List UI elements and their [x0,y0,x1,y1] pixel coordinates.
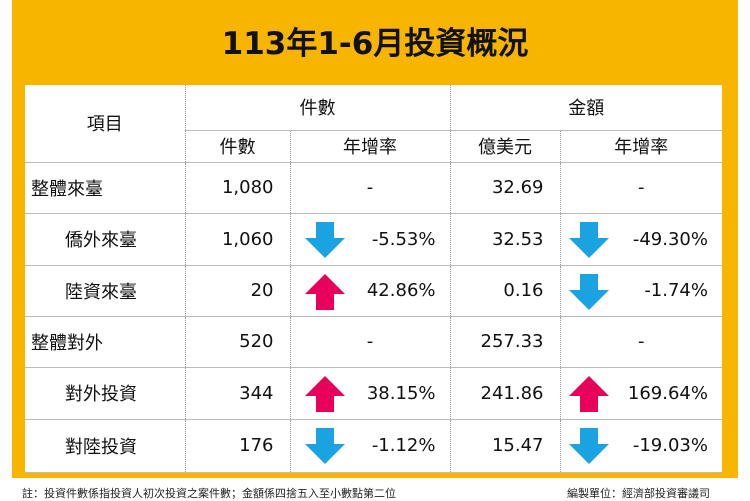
cell: 20 [185,265,291,317]
cell-text: 344 [239,382,274,404]
cell: -19.03% [560,419,722,473]
cell-text: 520 [239,331,274,352]
row: 整體來臺 1,080 - 32.69 - [25,162,722,214]
down-arrow [304,221,345,258]
cell: - [560,162,722,214]
cell: 1,060 [185,213,291,266]
up-arrow [568,375,609,412]
source: 編製單位：經濟部投資審議司 [567,487,710,500]
cell-text: 169.64% [627,382,708,404]
cell: 344 [185,367,291,420]
row-label: 整體來臺 [25,162,186,214]
cell: -49.30% [560,213,722,266]
table: 項目 件數 金額 件數 年增率 億美元 年增率 整體來臺 1,080 - 32.69 -… [25,85,722,473]
header-cell: 年增率 [290,130,451,163]
row: 整體對外 520 - 257.33 - [25,316,722,368]
cell-text: -19.03% [632,435,708,456]
row: 對陸投資 176 -1.12% 15.47 -19.03% [25,419,722,473]
footnote: 註：投資件數係指投資人初次投資之案件數；金額係四捨五入至小數點第二位 [22,487,396,500]
cell-text: 257.33 [480,331,544,352]
row-label: 整體對外 [25,316,186,368]
cell: 0.16 [450,265,561,317]
cell-text: - [638,177,645,198]
arrow-shape [304,375,345,412]
cell-text: 42.86% [366,280,436,301]
arrow-shape [568,221,609,258]
row: 對外投資 344 38.15% 241.86 169.64% [25,367,722,420]
cell-text: 15.47 [491,435,544,456]
cell-text: -49.30% [632,228,708,250]
arrow-shape [304,273,345,310]
cell: - [290,162,451,214]
cell: 257.33 [450,316,561,368]
cell: -1.12% [290,419,451,473]
cell-text: - [366,331,374,352]
up-arrow [304,273,345,310]
cell: 15.47 [450,419,561,473]
row-label: 陸資來臺 [25,265,186,317]
cell-text: 僑外來臺 [65,230,137,251]
arrow-shape [304,221,345,258]
down-arrow [568,427,609,464]
cell-text: 38.15% [366,382,436,404]
header-cell: 年增率 [560,130,722,163]
cell: 1,080 [185,162,291,214]
cell: 169.64% [560,367,722,420]
cell-text: - [638,331,645,352]
arrow-shape [568,273,609,310]
header-cell: 件數 [185,85,451,131]
row: 陸資來臺 20 42.86% 0.16 -1.74% [25,265,722,317]
cell-text: 32.69 [491,177,544,198]
header-cell: 億美元 [450,130,561,163]
cell: 38.15% [290,367,451,420]
row: 僑外來臺 1,060 -5.53% 32.53 -49.30% [25,213,722,266]
up-arrow [304,375,345,412]
arrow-shape [568,375,609,412]
title: 113年1-6月投資概況 [221,26,529,62]
cell: 241.86 [450,367,561,420]
cell: - [560,316,722,368]
header-cell: 件數 [185,130,291,163]
header-cell: 金額 [450,85,722,131]
arrow-shape [568,427,609,464]
cell: -5.53% [290,213,451,266]
cell-text: 陸資來臺 [65,281,137,303]
cell-text: - [366,177,374,198]
cell: - [290,316,451,368]
cell: 42.86% [290,265,451,317]
cell-text: 0.16 [503,280,544,301]
cell-text: 20 [250,280,274,301]
cell: 32.69 [450,162,561,214]
arrow-shape [304,427,345,464]
down-arrow [304,427,345,464]
cell: -1.74% [560,265,722,317]
cell-text: 176 [239,435,274,456]
row-label: 僑外來臺 [25,213,186,266]
cell-text: -1.74% [644,280,708,301]
cell-text: 241.86 [480,382,544,404]
row-label: 對外投資 [25,367,186,420]
cell-text: 1,060 [221,228,274,250]
down-arrow [568,221,609,258]
cell-text: 對陸投資 [65,436,137,458]
frame: 113年1-6月投資概況 項目 件數 金額 件數 年增率 億美元 年增率 整體來… [12,0,738,478]
cell: 176 [185,419,291,473]
cell-text: 整體來臺 [31,178,103,200]
cell-text: 整體對外 [31,332,103,354]
cell-text: 對外投資 [65,384,137,405]
cell: 520 [185,316,291,368]
cell-text: -1.12% [371,435,436,456]
cell-text: -5.53% [371,228,436,250]
header-cell: 項目 [25,85,186,163]
down-arrow [568,273,609,310]
cell-text: 32.53 [491,228,544,250]
cell: 32.53 [450,213,561,266]
row-label: 對陸投資 [25,419,186,473]
cell-text: 1,080 [221,177,274,198]
